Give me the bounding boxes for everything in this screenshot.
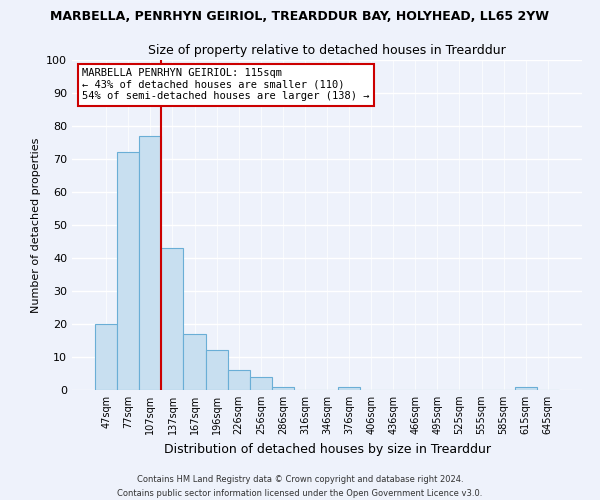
Bar bbox=[206, 350, 227, 390]
Text: MARBELLA PENRHYN GEIRIOL: 115sqm
← 43% of detached houses are smaller (110)
54% : MARBELLA PENRHYN GEIRIOL: 115sqm ← 43% o… bbox=[82, 68, 370, 102]
Bar bbox=[161, 248, 184, 390]
Bar bbox=[338, 386, 360, 390]
Title: Size of property relative to detached houses in Trearddur: Size of property relative to detached ho… bbox=[148, 44, 506, 58]
Bar bbox=[139, 136, 161, 390]
Bar bbox=[184, 334, 206, 390]
Bar bbox=[117, 152, 139, 390]
X-axis label: Distribution of detached houses by size in Trearddur: Distribution of detached houses by size … bbox=[163, 442, 491, 456]
Bar bbox=[227, 370, 250, 390]
Bar bbox=[515, 386, 537, 390]
Bar bbox=[95, 324, 117, 390]
Text: Contains HM Land Registry data © Crown copyright and database right 2024.
Contai: Contains HM Land Registry data © Crown c… bbox=[118, 476, 482, 498]
Bar bbox=[250, 377, 272, 390]
Bar bbox=[272, 386, 294, 390]
Y-axis label: Number of detached properties: Number of detached properties bbox=[31, 138, 41, 312]
Text: MARBELLA, PENRHYN GEIRIOL, TREARDDUR BAY, HOLYHEAD, LL65 2YW: MARBELLA, PENRHYN GEIRIOL, TREARDDUR BAY… bbox=[50, 10, 550, 23]
